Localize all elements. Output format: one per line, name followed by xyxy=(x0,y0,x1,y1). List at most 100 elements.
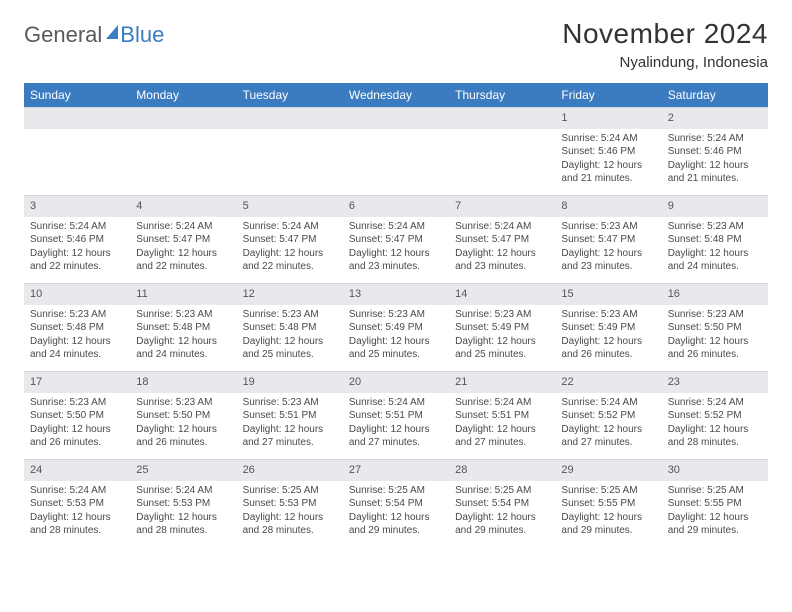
sunset-label: Sunset: 5:47 PM xyxy=(243,233,337,247)
sunrise-label: Sunrise: 5:24 AM xyxy=(455,220,549,234)
weekday-header: Friday xyxy=(555,83,661,107)
calendar-cell: 23Sunrise: 5:24 AMSunset: 5:52 PMDayligh… xyxy=(662,371,768,459)
cell-body: Sunrise: 5:24 AMSunset: 5:47 PMDaylight:… xyxy=(343,217,449,280)
sunrise-label: Sunrise: 5:23 AM xyxy=(455,308,549,322)
sunset-label: Sunset: 5:49 PM xyxy=(561,321,655,335)
calendar-cell: 4Sunrise: 5:24 AMSunset: 5:47 PMDaylight… xyxy=(130,195,236,283)
calendar-cell: 17Sunrise: 5:23 AMSunset: 5:50 PMDayligh… xyxy=(24,371,130,459)
sunset-label: Sunset: 5:54 PM xyxy=(455,497,549,511)
calendar-body: 1Sunrise: 5:24 AMSunset: 5:46 PMDaylight… xyxy=(24,107,768,547)
cell-body: Sunrise: 5:23 AMSunset: 5:49 PMDaylight:… xyxy=(555,305,661,368)
sunset-label: Sunset: 5:52 PM xyxy=(561,409,655,423)
cell-body: Sunrise: 5:23 AMSunset: 5:50 PMDaylight:… xyxy=(130,393,236,456)
sunset-label: Sunset: 5:47 PM xyxy=(561,233,655,247)
daylight-label: Daylight: 12 hours and 22 minutes. xyxy=(30,247,124,274)
cell-body: Sunrise: 5:24 AMSunset: 5:52 PMDaylight:… xyxy=(555,393,661,456)
day-number xyxy=(24,107,130,129)
sunrise-label: Sunrise: 5:25 AM xyxy=(349,484,443,498)
weekday-header: Monday xyxy=(130,83,236,107)
calendar-week-row: 1Sunrise: 5:24 AMSunset: 5:46 PMDaylight… xyxy=(24,107,768,195)
day-number: 5 xyxy=(237,195,343,217)
sunset-label: Sunset: 5:50 PM xyxy=(30,409,124,423)
sunrise-label: Sunrise: 5:23 AM xyxy=(243,308,337,322)
daylight-label: Daylight: 12 hours and 28 minutes. xyxy=(668,423,762,450)
cell-body: Sunrise: 5:23 AMSunset: 5:48 PMDaylight:… xyxy=(130,305,236,368)
calendar-week-row: 17Sunrise: 5:23 AMSunset: 5:50 PMDayligh… xyxy=(24,371,768,459)
sunrise-label: Sunrise: 5:24 AM xyxy=(243,220,337,234)
sunrise-label: Sunrise: 5:24 AM xyxy=(668,132,762,146)
sunset-label: Sunset: 5:53 PM xyxy=(243,497,337,511)
cell-body: Sunrise: 5:24 AMSunset: 5:47 PMDaylight:… xyxy=(237,217,343,280)
weekday-header: Sunday xyxy=(24,83,130,107)
sunset-label: Sunset: 5:48 PM xyxy=(668,233,762,247)
cell-body: Sunrise: 5:23 AMSunset: 5:49 PMDaylight:… xyxy=(449,305,555,368)
sunset-label: Sunset: 5:49 PM xyxy=(349,321,443,335)
sunset-label: Sunset: 5:47 PM xyxy=(349,233,443,247)
cell-body: Sunrise: 5:23 AMSunset: 5:50 PMDaylight:… xyxy=(24,393,130,456)
sunrise-label: Sunrise: 5:24 AM xyxy=(561,396,655,410)
sunset-label: Sunset: 5:53 PM xyxy=(30,497,124,511)
calendar-cell xyxy=(449,107,555,195)
sunset-label: Sunset: 5:48 PM xyxy=(136,321,230,335)
sunrise-label: Sunrise: 5:24 AM xyxy=(30,220,124,234)
daylight-label: Daylight: 12 hours and 21 minutes. xyxy=(561,159,655,186)
cell-body: Sunrise: 5:23 AMSunset: 5:47 PMDaylight:… xyxy=(555,217,661,280)
daylight-label: Daylight: 12 hours and 22 minutes. xyxy=(136,247,230,274)
calendar-cell: 28Sunrise: 5:25 AMSunset: 5:54 PMDayligh… xyxy=(449,459,555,547)
cell-body: Sunrise: 5:24 AMSunset: 5:51 PMDaylight:… xyxy=(449,393,555,456)
day-number: 18 xyxy=(130,371,236,393)
sunrise-label: Sunrise: 5:23 AM xyxy=(668,308,762,322)
daylight-label: Daylight: 12 hours and 26 minutes. xyxy=(668,335,762,362)
day-number: 3 xyxy=(24,195,130,217)
cell-body: Sunrise: 5:24 AMSunset: 5:52 PMDaylight:… xyxy=(662,393,768,456)
calendar-cell xyxy=(237,107,343,195)
daylight-label: Daylight: 12 hours and 22 minutes. xyxy=(243,247,337,274)
sunset-label: Sunset: 5:51 PM xyxy=(243,409,337,423)
daylight-label: Daylight: 12 hours and 27 minutes. xyxy=(243,423,337,450)
sunset-label: Sunset: 5:52 PM xyxy=(668,409,762,423)
brand-part1: General xyxy=(24,22,102,48)
day-number: 8 xyxy=(555,195,661,217)
sunset-label: Sunset: 5:50 PM xyxy=(136,409,230,423)
calendar-cell: 10Sunrise: 5:23 AMSunset: 5:48 PMDayligh… xyxy=(24,283,130,371)
sunset-label: Sunset: 5:53 PM xyxy=(136,497,230,511)
cell-body: Sunrise: 5:23 AMSunset: 5:48 PMDaylight:… xyxy=(662,217,768,280)
daylight-label: Daylight: 12 hours and 24 minutes. xyxy=(136,335,230,362)
weekday-header: Tuesday xyxy=(237,83,343,107)
day-number: 29 xyxy=(555,459,661,481)
sunset-label: Sunset: 5:46 PM xyxy=(561,145,655,159)
page-title: November 2024 xyxy=(562,18,768,50)
cell-body: Sunrise: 5:24 AMSunset: 5:47 PMDaylight:… xyxy=(449,217,555,280)
sunrise-label: Sunrise: 5:25 AM xyxy=(561,484,655,498)
daylight-label: Daylight: 12 hours and 27 minutes. xyxy=(349,423,443,450)
sunrise-label: Sunrise: 5:24 AM xyxy=(561,132,655,146)
sunset-label: Sunset: 5:54 PM xyxy=(349,497,443,511)
calendar-cell: 16Sunrise: 5:23 AMSunset: 5:50 PMDayligh… xyxy=(662,283,768,371)
sunrise-label: Sunrise: 5:25 AM xyxy=(668,484,762,498)
day-number: 6 xyxy=(343,195,449,217)
sunrise-label: Sunrise: 5:25 AM xyxy=(455,484,549,498)
sunset-label: Sunset: 5:48 PM xyxy=(30,321,124,335)
sunrise-label: Sunrise: 5:23 AM xyxy=(30,396,124,410)
sunset-label: Sunset: 5:55 PM xyxy=(561,497,655,511)
sunrise-label: Sunrise: 5:23 AM xyxy=(668,220,762,234)
daylight-label: Daylight: 12 hours and 23 minutes. xyxy=(349,247,443,274)
calendar-cell: 7Sunrise: 5:24 AMSunset: 5:47 PMDaylight… xyxy=(449,195,555,283)
cell-body: Sunrise: 5:25 AMSunset: 5:55 PMDaylight:… xyxy=(662,481,768,544)
calendar-cell: 6Sunrise: 5:24 AMSunset: 5:47 PMDaylight… xyxy=(343,195,449,283)
calendar-cell: 12Sunrise: 5:23 AMSunset: 5:48 PMDayligh… xyxy=(237,283,343,371)
weekday-header: Saturday xyxy=(662,83,768,107)
day-number: 14 xyxy=(449,283,555,305)
daylight-label: Daylight: 12 hours and 28 minutes. xyxy=(243,511,337,538)
title-block: November 2024 Nyalindung, Indonesia xyxy=(562,18,768,71)
calendar-cell: 14Sunrise: 5:23 AMSunset: 5:49 PMDayligh… xyxy=(449,283,555,371)
calendar-week-row: 10Sunrise: 5:23 AMSunset: 5:48 PMDayligh… xyxy=(24,283,768,371)
sunrise-label: Sunrise: 5:24 AM xyxy=(136,484,230,498)
brand-part2: Blue xyxy=(120,22,164,48)
calendar-cell: 1Sunrise: 5:24 AMSunset: 5:46 PMDaylight… xyxy=(555,107,661,195)
cell-body: Sunrise: 5:24 AMSunset: 5:46 PMDaylight:… xyxy=(24,217,130,280)
cell-body: Sunrise: 5:24 AMSunset: 5:46 PMDaylight:… xyxy=(662,129,768,192)
sunrise-label: Sunrise: 5:23 AM xyxy=(136,308,230,322)
day-number xyxy=(343,107,449,129)
sunrise-label: Sunrise: 5:23 AM xyxy=(349,308,443,322)
